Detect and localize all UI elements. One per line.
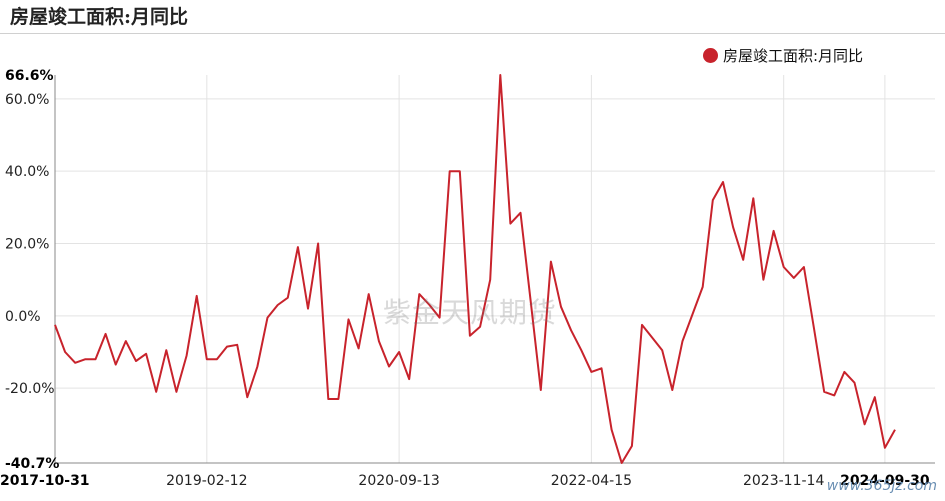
- y-tick-label-5: -20.0%: [5, 381, 55, 397]
- series-layer: [54, 74, 896, 464]
- y-tick-label-3: 20.0%: [5, 237, 49, 253]
- x-tick-label-4: 2023-11-14: [743, 473, 824, 489]
- x-tick-label-1: 2019-02-12: [166, 473, 247, 489]
- x-tick-label-5: 2024-09-30: [840, 473, 930, 489]
- legend-label: 房屋竣工面积:月同比: [722, 47, 863, 65]
- series-line: [54, 74, 896, 464]
- y-axis-ticks: 66.6% 60.0% 40.0% 20.0% 0.0% -20.0% -40.7%: [5, 68, 59, 472]
- y-tick-label-1: 60.0%: [5, 92, 49, 108]
- x-tick-label-0: 2017-10-31: [0, 473, 90, 489]
- watermark: 紫金天风期货: [383, 296, 558, 329]
- site-watermark: www.365jz.com: [826, 478, 937, 494]
- axes: [54, 75, 935, 464]
- chart-title: 房屋竣工面积:月同比: [10, 6, 189, 28]
- legend-marker: [702, 48, 718, 63]
- x-tick-label-2: 2020-09-13: [358, 473, 439, 489]
- x-axis-ticks: 2017-10-31 2019-02-12 2020-09-13 2022-04-15…: [0, 473, 930, 489]
- y-tick-label-0: 66.6%: [5, 68, 54, 84]
- chart-legend[interactable]: 房屋竣工面积:月同比: [702, 45, 863, 66]
- x-tick-label-3: 2022-04-15: [551, 473, 632, 489]
- grid-lines: [55, 75, 935, 463]
- y-tick-label-2: 40.0%: [5, 164, 49, 180]
- y-tick-label-6: -40.7%: [5, 456, 59, 472]
- y-tick-label-4: 0.0%: [5, 309, 41, 325]
- title-divider: [0, 33, 945, 34]
